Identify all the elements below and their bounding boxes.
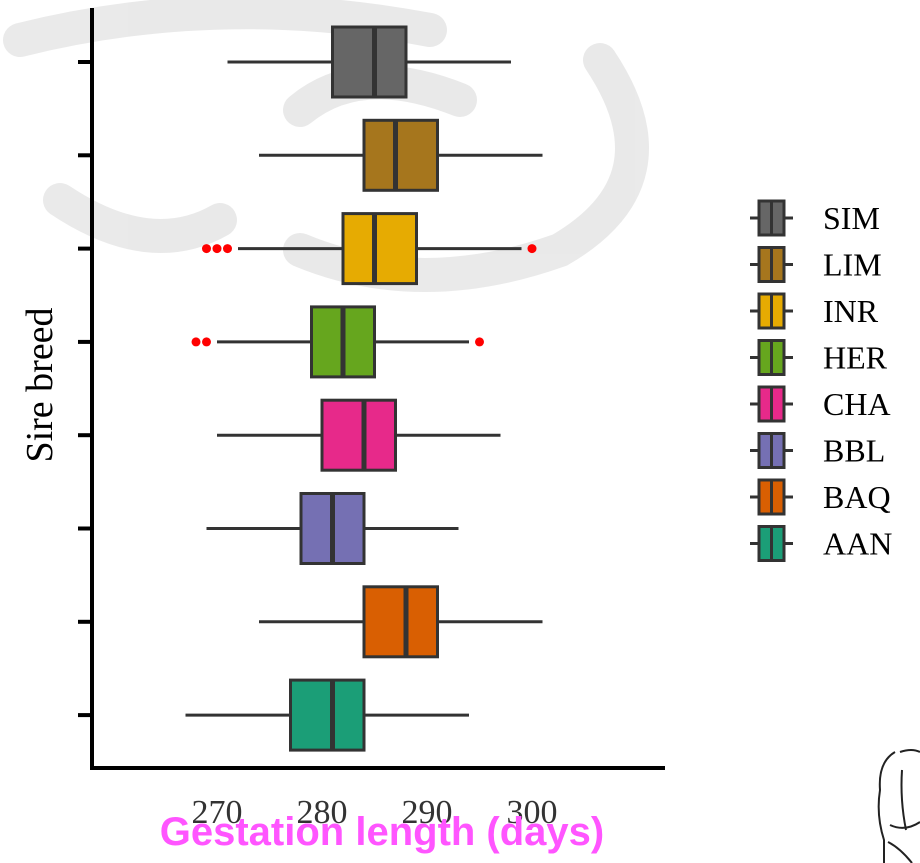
outlier-point xyxy=(212,244,222,254)
box-aan xyxy=(185,678,469,752)
box-her xyxy=(191,305,484,379)
iqr-box xyxy=(362,118,439,192)
box-inr xyxy=(202,212,537,286)
box-sim xyxy=(227,25,511,99)
legend-item-aan: AAN xyxy=(750,525,892,562)
legend-item-her: HER xyxy=(750,339,888,376)
iqr-box xyxy=(362,585,439,659)
legend-item-inr: INR xyxy=(750,292,879,330)
legend-label: LIM xyxy=(823,247,882,283)
box-bbl xyxy=(206,492,459,565)
x-tick-label: 300 xyxy=(507,794,558,831)
legend-label: BAQ xyxy=(823,479,891,515)
corner-sketch-image xyxy=(877,749,920,863)
box-cha xyxy=(217,398,501,472)
outlier-point xyxy=(475,337,484,347)
iqr-box xyxy=(331,25,408,99)
x-tick-label: 290 xyxy=(402,794,453,831)
legend-label: BBL xyxy=(823,433,885,469)
x-axis-label: Gestation length (days) xyxy=(160,810,605,854)
outlier-point xyxy=(527,244,537,254)
legend-item-sim: SIM xyxy=(750,199,880,237)
outlier-point xyxy=(202,244,211,254)
x-tick-label: 270 xyxy=(192,794,243,831)
outlier-point xyxy=(191,337,201,347)
legend-label: INR xyxy=(823,293,879,329)
legend-label: AAN xyxy=(823,526,892,562)
y-axis-ticks xyxy=(78,60,92,718)
outlier-point xyxy=(202,337,211,347)
legend-label: SIM xyxy=(823,200,880,236)
iqr-box xyxy=(341,212,418,286)
legend-item-cha: CHA xyxy=(750,385,891,423)
legend-label: HER xyxy=(823,340,888,376)
box-baq xyxy=(259,585,543,659)
y-axis-label: Sire breed xyxy=(19,307,61,462)
outlier-point xyxy=(223,244,232,254)
plot-area xyxy=(185,25,543,752)
iqr-box xyxy=(320,398,397,472)
legend-item-lim: LIM xyxy=(750,246,882,283)
legend-item-bbl: BBL xyxy=(750,432,885,469)
legend-item-baq: BAQ xyxy=(750,478,891,516)
x-tick-label: 280 xyxy=(297,794,348,831)
background-watermark xyxy=(3,0,649,292)
legend: SIM LIM INR HER CHA BBL BAQ AAN xyxy=(750,199,892,562)
box-lim xyxy=(259,118,543,192)
x-axis-ticks: 270 280 290 300 xyxy=(192,794,558,831)
legend-label: CHA xyxy=(823,386,891,422)
iqr-box xyxy=(289,678,366,752)
